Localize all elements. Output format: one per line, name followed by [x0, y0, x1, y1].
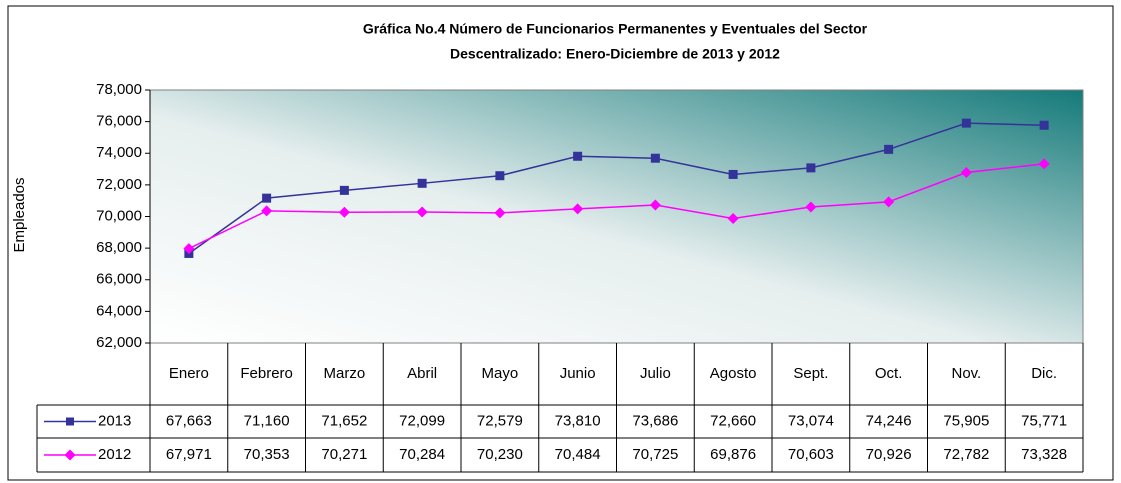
table-value: 73,328 — [1021, 446, 1067, 463]
point — [494, 207, 506, 219]
point — [883, 196, 895, 208]
y-tick-label: 68,000 — [96, 239, 142, 256]
x-tick-label: Febrero — [240, 365, 293, 382]
x-tick-label: Enero — [169, 365, 209, 382]
table-value: 70,926 — [866, 446, 912, 463]
table-value: 72,579 — [477, 412, 523, 429]
y-tick-label: 72,000 — [96, 176, 142, 193]
y-tick-label: 64,000 — [96, 302, 142, 319]
point — [1038, 158, 1050, 170]
point — [183, 243, 195, 255]
table-value: 75,905 — [943, 412, 989, 429]
table-value: 69,876 — [710, 446, 756, 463]
point — [728, 169, 738, 179]
table-value: 73,074 — [788, 412, 834, 429]
table-value: 71,652 — [321, 412, 367, 429]
table-value: 72,782 — [943, 446, 989, 463]
point — [961, 118, 971, 128]
point — [649, 199, 661, 211]
legend-label: 2012 — [98, 446, 131, 463]
x-tick-label: Nov. — [952, 365, 982, 382]
point — [573, 151, 583, 161]
table-value: 70,271 — [321, 446, 367, 463]
point — [1039, 120, 1049, 130]
x-tick-label: Julio — [640, 365, 671, 382]
point — [572, 203, 584, 215]
x-tick-label: Mayo — [482, 365, 519, 382]
point — [416, 206, 428, 218]
legend-marker — [66, 417, 74, 426]
table-value: 71,160 — [244, 412, 290, 429]
legend-label: 2013 — [98, 412, 131, 429]
x-tick-label: Abril — [407, 365, 437, 382]
table-value: 70,484 — [555, 446, 601, 463]
point — [727, 212, 739, 224]
table-value: 74,246 — [866, 412, 912, 429]
table-value: 67,971 — [166, 446, 212, 463]
series-line — [188, 163, 1045, 250]
y-tick-label: 74,000 — [96, 144, 142, 161]
x-tick-label: Oct. — [875, 365, 903, 382]
y-tick-label: 66,000 — [96, 271, 142, 288]
point — [339, 185, 349, 195]
point — [262, 193, 272, 203]
plot-area — [149, 89, 1084, 344]
y-tick-label: 78,000 — [96, 81, 142, 98]
table-value: 73,810 — [555, 412, 601, 429]
point — [884, 144, 894, 154]
y-tick-label: 62,000 — [96, 334, 142, 351]
point — [495, 171, 505, 181]
y-tick-label: 76,000 — [96, 113, 142, 130]
chart-title: Gráfica No.4 Número de Funcionarios Perm… — [363, 21, 868, 37]
point — [806, 163, 816, 173]
series-line — [188, 122, 1045, 255]
point — [417, 178, 427, 188]
y-tick-label: 70,000 — [96, 207, 142, 224]
table-value: 70,353 — [244, 446, 290, 463]
y-axis-label: Empleados — [11, 177, 28, 252]
table-value: 72,099 — [399, 412, 445, 429]
point — [261, 205, 273, 217]
point — [805, 201, 817, 213]
legend-marker — [64, 449, 76, 461]
table-value: 70,603 — [788, 446, 834, 463]
x-tick-label: Junio — [560, 365, 596, 382]
table-value: 67,663 — [166, 412, 212, 429]
table-value: 72,660 — [710, 412, 756, 429]
x-tick-label: Sept. — [793, 365, 828, 382]
chart-title: Descentralizado: Enero-Diciembre de 2013… — [450, 46, 780, 62]
table-value: 75,771 — [1021, 412, 1067, 429]
x-tick-label: Marzo — [324, 365, 366, 382]
x-tick-label: Dic. — [1031, 365, 1057, 382]
table-value: 70,284 — [399, 446, 445, 463]
point — [650, 153, 660, 163]
point — [338, 206, 350, 218]
table-value: 73,686 — [632, 412, 678, 429]
table-value: 70,725 — [632, 446, 678, 463]
point — [960, 167, 972, 179]
x-tick-label: Agosto — [710, 365, 757, 382]
table-value: 70,230 — [477, 446, 523, 463]
